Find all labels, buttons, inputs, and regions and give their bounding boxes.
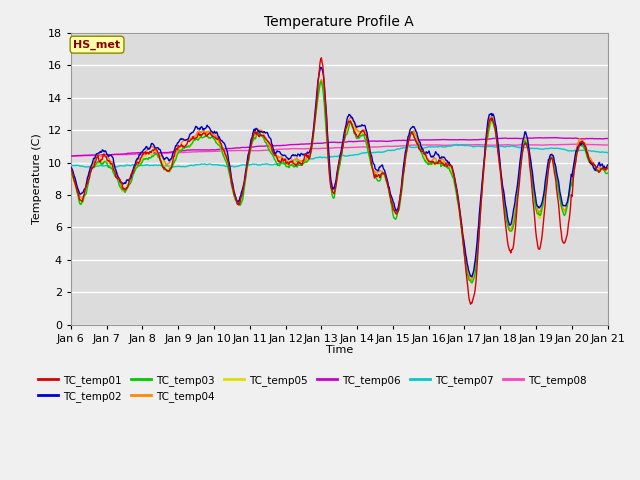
TC_temp06 [394,138,401,144]
Line: TC_temp02: TC_temp02 [71,68,607,277]
TC_temp01 [380,171,387,177]
TC_temp01 [100,151,108,157]
TC_temp03 [317,79,324,84]
TC_temp04 [67,168,75,174]
TC_temp05 [467,279,475,285]
TC_temp08 [474,142,482,148]
TC_temp07 [476,143,483,149]
TC_temp08 [409,142,417,148]
TC_temp01 [604,165,611,171]
Line: TC_temp03: TC_temp03 [71,82,607,283]
TC_temp04 [410,129,417,135]
TC_temp07 [100,163,108,169]
TC_temp03 [410,132,417,137]
TC_temp01 [67,166,75,172]
Title: Temperature Profile A: Temperature Profile A [264,15,414,29]
TC_temp05 [531,192,538,198]
TC_temp04 [467,277,475,283]
TC_temp05 [100,159,108,165]
TC_temp03 [531,196,538,202]
Line: TC_temp04: TC_temp04 [71,80,607,280]
TC_temp07 [67,163,75,168]
TC_temp08 [379,144,387,149]
TC_temp07 [380,149,387,155]
TC_temp08 [604,142,611,148]
TC_temp05 [317,80,325,85]
TC_temp08 [67,153,75,159]
TC_temp08 [573,141,580,147]
TC_temp06 [380,138,387,144]
TC_temp04 [476,219,483,225]
TC_temp02 [380,165,387,171]
TC_temp04 [604,166,611,172]
TC_temp04 [100,153,108,159]
TC_temp04 [394,209,401,215]
TC_temp03 [468,280,476,286]
TC_temp04 [380,169,387,175]
Line: TC_temp07: TC_temp07 [71,144,607,167]
TC_temp07 [452,142,460,147]
TC_temp07 [394,146,401,152]
TC_temp02 [317,65,324,71]
Line: TC_temp08: TC_temp08 [71,144,607,156]
TC_temp07 [531,145,538,151]
TC_temp08 [100,152,108,158]
TC_temp02 [468,274,476,280]
TC_temp03 [67,170,75,176]
X-axis label: Time: Time [326,345,353,355]
TC_temp06 [67,153,75,159]
TC_temp05 [604,165,611,170]
Y-axis label: Temperature (C): Temperature (C) [32,133,42,224]
TC_temp02 [531,186,538,192]
TC_temp03 [604,170,611,176]
Text: HS_met: HS_met [74,39,120,50]
TC_temp07 [89,164,97,170]
TC_temp07 [604,150,611,156]
TC_temp02 [410,124,417,130]
TC_temp02 [67,164,75,170]
TC_temp04 [317,77,325,83]
Line: TC_temp05: TC_temp05 [71,83,607,282]
TC_temp01 [317,55,325,60]
Line: TC_temp01: TC_temp01 [71,58,607,304]
TC_temp08 [393,144,401,149]
TC_temp02 [394,206,401,212]
TC_temp01 [476,228,483,234]
TC_temp06 [604,136,611,142]
TC_temp06 [68,153,76,159]
TC_temp03 [380,170,387,176]
TC_temp02 [476,212,483,217]
TC_temp05 [394,208,401,214]
TC_temp03 [100,160,108,166]
TC_temp01 [467,301,474,307]
TC_temp02 [604,162,611,168]
TC_temp03 [476,227,483,233]
TC_temp06 [530,135,538,141]
TC_temp01 [394,210,401,216]
TC_temp06 [548,135,556,141]
TC_temp03 [394,211,401,217]
TC_temp05 [476,221,483,227]
TC_temp08 [529,142,537,148]
TC_temp05 [67,170,75,176]
TC_temp02 [100,148,108,154]
TC_temp06 [100,152,108,158]
TC_temp06 [410,137,417,143]
TC_temp05 [380,171,387,177]
TC_temp04 [531,189,538,194]
TC_temp05 [410,129,417,134]
TC_temp01 [531,211,538,216]
TC_temp07 [410,144,417,150]
TC_temp06 [475,137,483,143]
TC_temp01 [410,132,417,137]
Legend: TC_temp01, TC_temp02, TC_temp03, TC_temp04, TC_temp05, TC_temp06, TC_temp07, TC_: TC_temp01, TC_temp02, TC_temp03, TC_temp… [33,371,591,406]
Line: TC_temp06: TC_temp06 [71,138,607,156]
